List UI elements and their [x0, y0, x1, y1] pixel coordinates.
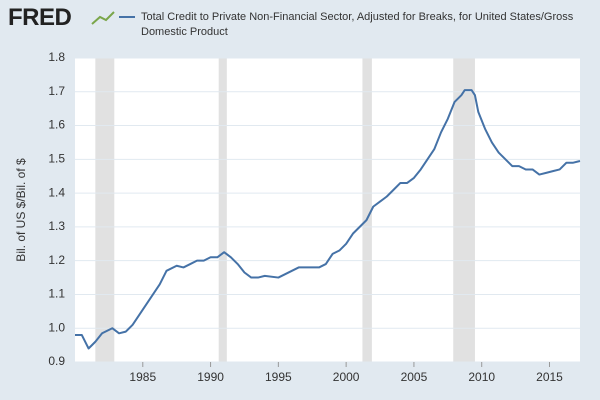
recession-band [95, 58, 115, 362]
series-line [75, 89, 581, 350]
x-tick-label: 2015 [536, 370, 563, 384]
y-tick-label: 0.9 [48, 354, 65, 368]
y-tick-label: 1.4 [48, 185, 65, 199]
x-tick-label: 2000 [333, 370, 360, 384]
y-tick-label: 1.7 [48, 84, 65, 98]
recession-band [218, 58, 227, 362]
y-tick-label: 1.8 [48, 50, 65, 64]
plot-area [75, 58, 580, 362]
y-axis-label: Bil. of US $/Bil. of $ [14, 158, 28, 262]
x-tick-label: 2010 [468, 370, 495, 384]
recession-band [362, 58, 372, 362]
y-tick-label: 1.6 [48, 118, 65, 132]
y-tick-label: 1.5 [48, 152, 65, 166]
recession-band [453, 58, 475, 362]
logo: FRED [8, 4, 72, 31]
y-tick-label: 1.3 [48, 219, 65, 233]
y-tick-label: 1.1 [48, 287, 65, 301]
y-tick-label: 1.0 [48, 320, 65, 334]
logo-icon [91, 11, 115, 25]
legend-label: Total Credit to Private Non-Financial Se… [141, 11, 574, 38]
x-tick-label: 1985 [129, 370, 156, 384]
x-tick-label: 1990 [197, 370, 224, 384]
y-tick-label: 1.2 [48, 253, 65, 267]
x-tick-label: 1995 [265, 370, 292, 384]
x-tick-label: 2005 [401, 370, 428, 384]
